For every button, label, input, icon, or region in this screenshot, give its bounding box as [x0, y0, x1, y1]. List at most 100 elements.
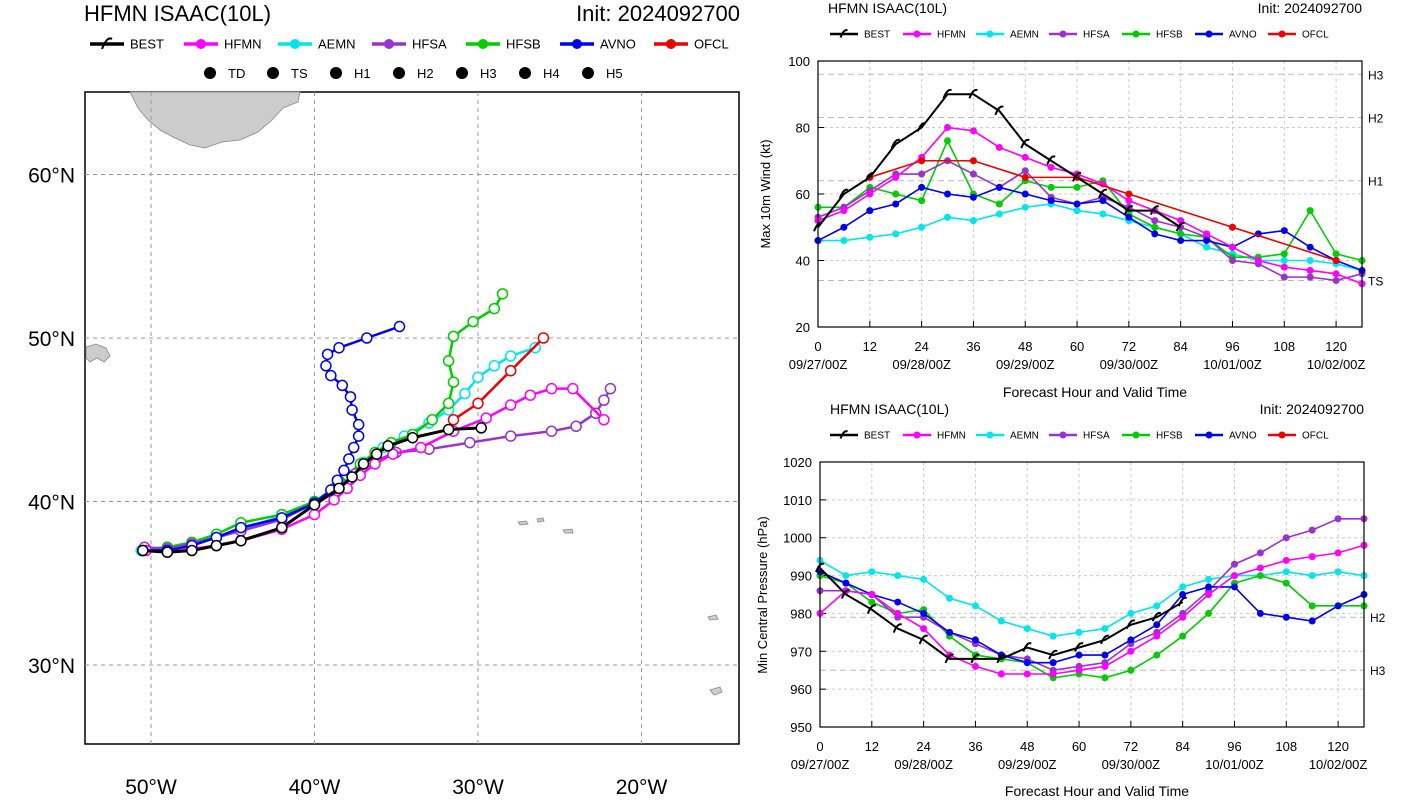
legend-label-hfsb: HFSB: [506, 37, 541, 52]
track-point-best: [475, 422, 488, 434]
series-point-hfsa: [1021, 167, 1029, 175]
map-lon-label: 20°W: [616, 776, 668, 799]
series-point-avno: [892, 200, 900, 208]
series-point-hfmn: [1230, 572, 1238, 580]
wind-legend: BEST HFMN AEMN HFSA HFSB AVNO OFCL: [830, 29, 1329, 41]
series-point-ofcl: [1332, 257, 1340, 264]
map-lat-label: 40°N: [28, 492, 75, 515]
series-point-aemn: [1203, 243, 1211, 251]
y-tick-label: 970: [790, 644, 812, 659]
series-point-aemn: [1308, 572, 1316, 580]
series-point-hfsa: [1280, 273, 1288, 281]
series-point-best: [1072, 172, 1082, 182]
series-point-avno: [1127, 636, 1135, 644]
series-point-hfsa: [969, 170, 977, 178]
x-tick-label: 84: [1175, 739, 1189, 754]
intensity-symbol-ts: [267, 67, 279, 79]
series-point-best: [840, 589, 851, 599]
track-point-hfsb: [442, 355, 455, 367]
series-point-aemn: [997, 617, 1005, 625]
series-point-avno: [1205, 583, 1213, 591]
land-masses: [85, 91, 723, 696]
legend-marker-hfsa: [1059, 30, 1067, 38]
series-point-avno: [918, 183, 926, 191]
series-point-avno: [1101, 651, 1109, 659]
legend-marker-hfsb: [478, 39, 488, 49]
series-point-best: [918, 634, 929, 645]
track-point-hfsa: [464, 436, 476, 449]
track-point-avno: [325, 369, 337, 382]
legend-marker-hfmn: [913, 431, 921, 439]
series-line-hfsb: [819, 574, 1364, 679]
series-point-hfsb: [1151, 223, 1159, 231]
series-point-avno: [969, 193, 977, 201]
series-point-best: [892, 623, 903, 633]
legend-marker-avno: [572, 39, 582, 49]
legend-label-ofcl: OFCL: [1302, 431, 1329, 442]
greenland-land: [129, 91, 301, 149]
series-point-best: [994, 105, 1004, 116]
series-point-hfsb: [995, 200, 1003, 208]
x-tick-label: 48: [1020, 739, 1034, 754]
pressure-x-axis-label: Forecast Hour and Valid Time: [1005, 783, 1189, 799]
track-point-avno: [276, 512, 288, 524]
series-point-hfmn: [840, 207, 848, 215]
series-point-aemn: [1306, 257, 1314, 264]
intensity-symbol-td: [204, 67, 216, 79]
x-date-label: 10/02/00Z: [1307, 357, 1366, 372]
map-frame: [84, 91, 740, 745]
series-point-aemn: [995, 210, 1003, 218]
legend-marker-best: [839, 430, 849, 439]
series-point-avno: [1179, 591, 1187, 598]
map-title: HFMN ISAAC(10L): [84, 1, 271, 26]
x-tick-label: 48: [1018, 339, 1032, 354]
legend-label-hfmn: HFMN: [937, 431, 966, 442]
pressure-plot-area: 950 960 970 980 990 1000 1010 1020 0 12 24 36 48 60 72…: [783, 455, 1386, 772]
y-tick-label: 1010: [783, 493, 812, 508]
intensity-symbol-h2: [393, 67, 405, 79]
series-point-aemn: [1205, 575, 1213, 583]
series-line-hfsb: [818, 138, 1363, 262]
track-point-aemn: [459, 387, 471, 400]
map-legend: BEST HFMN AEMN HFSA HFSB AVNO OFCL: [90, 37, 729, 52]
series-point-hfmn: [920, 625, 928, 633]
series-point-hfsb: [1280, 250, 1288, 258]
wind-chart-panel: HFMN ISAAC(10L) Init: 2024092700 BEST HFM…: [758, 0, 1384, 400]
track-point-best: [276, 521, 288, 534]
series-point-hfsb: [1177, 230, 1185, 238]
x-tick-label: 60: [1070, 339, 1084, 354]
series-point-best: [1022, 642, 1032, 652]
legend-marker-ofcl: [1278, 431, 1286, 439]
series-point-aemn: [918, 223, 926, 231]
legend-label-ofcl: OFCL: [1302, 30, 1329, 41]
series-point-best: [970, 653, 980, 664]
series-point-avno: [971, 636, 979, 644]
intensity-glyph-h1: 1: [333, 69, 338, 79]
series-point-aemn: [1101, 625, 1109, 633]
azores-island-3: [562, 528, 574, 534]
x-tick-label: 12: [863, 339, 877, 354]
series-point-hfmn: [995, 143, 1003, 151]
track-point-hfmn: [328, 494, 340, 506]
track-point-aemn: [488, 360, 501, 372]
series-point-best: [1125, 619, 1136, 630]
x-tick-label: 120: [1325, 339, 1347, 354]
track-point-avno: [347, 441, 360, 454]
map-lon-label: 40°W: [289, 776, 341, 799]
series-point-hfmn: [1256, 564, 1264, 572]
track-point-avno: [352, 418, 365, 431]
x-date-label: 10/02/00Z: [1309, 757, 1368, 772]
series-point-aemn: [866, 233, 874, 241]
series-line-avno: [817, 186, 1363, 272]
legend-label-best: BEST: [864, 431, 890, 442]
series-point-best: [996, 653, 1006, 664]
x-tick-label: 12: [865, 739, 879, 754]
series-point-aemn: [840, 237, 848, 245]
x-date-label: 09/27/00Z: [789, 357, 848, 372]
series-point-avno: [946, 628, 954, 636]
track-point-hfsb: [447, 376, 460, 388]
series-point-aemn: [946, 594, 954, 602]
series-point-aemn: [892, 230, 900, 238]
series-point-hfsa: [1228, 257, 1236, 264]
series-point-hfmn: [1203, 230, 1211, 238]
